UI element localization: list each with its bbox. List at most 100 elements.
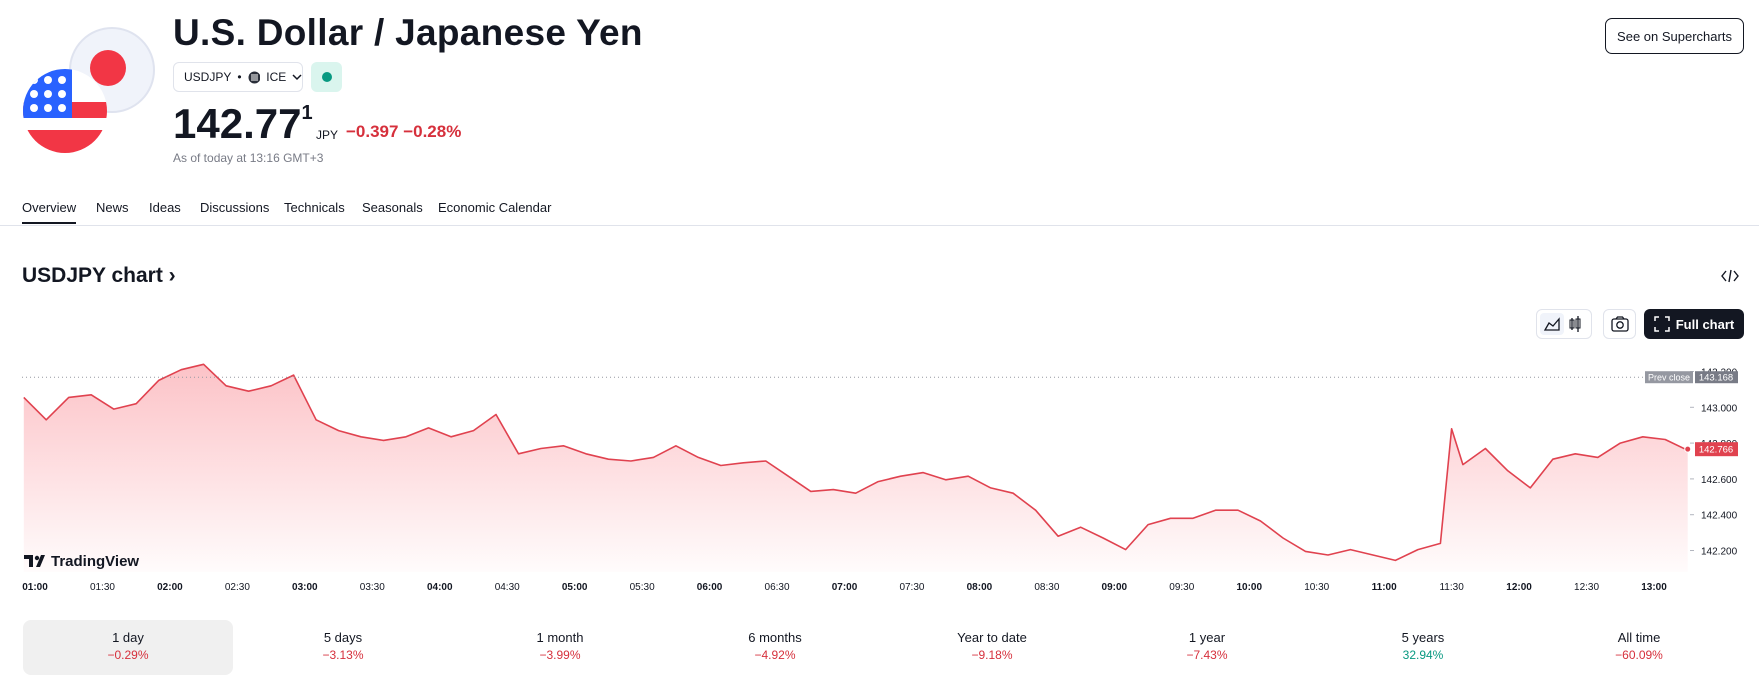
line-style[interactable] — [1540, 313, 1564, 335]
period-label: All time — [1617, 630, 1661, 645]
symbol-pill[interactable]: USDJPY • ICE — [173, 62, 303, 92]
exchange: ICE — [266, 70, 287, 84]
full-chart-button[interactable]: Full chart — [1644, 309, 1744, 339]
period-button[interactable]: 5 years 32.94% — [1318, 620, 1528, 675]
market-status[interactable] — [311, 62, 342, 92]
period-button[interactable]: All time −60.09% — [1534, 620, 1744, 675]
y-tick-label: 142.600 — [1701, 475, 1738, 486]
x-tick-label: 03:00 — [292, 582, 318, 593]
price-main: 142.77 — [173, 100, 302, 147]
nav-tab[interactable]: Discussions — [200, 200, 270, 215]
prev-close-tag-bg — [1645, 371, 1693, 384]
watermark-text: TradingView — [51, 553, 139, 570]
period-change: 32.94% — [1402, 648, 1444, 662]
x-tick-label: 09:30 — [1169, 582, 1194, 593]
area-fill — [23, 364, 1688, 572]
period-label: 1 day — [112, 630, 144, 645]
page-title: U.S. Dollar / Japanese Yen — [173, 12, 643, 53]
period-change: −60.09% — [1615, 648, 1663, 662]
prev-close-value: 143.168 — [1699, 373, 1733, 384]
chart-style-icons — [1540, 313, 1581, 335]
y-tick-label: 142.400 — [1701, 511, 1738, 522]
supercharts-button[interactable]: See on Supercharts — [1605, 18, 1744, 54]
x-tick-label: 07:00 — [832, 582, 858, 593]
x-tick-label: 12:00 — [1506, 582, 1532, 593]
last-price-tag: 142.766 — [1699, 445, 1733, 456]
x-tick-label: 05:00 — [562, 582, 588, 593]
as-of: As of today at 13:16 GMT+3 — [173, 151, 324, 165]
x-tick-label: 10:30 — [1304, 582, 1329, 593]
symbol: USDJPY — [184, 70, 232, 84]
period-button[interactable]: 1 year −7.43% — [1102, 620, 1312, 675]
nav-tab[interactable]: Seasonals — [362, 200, 423, 215]
period-label: Year to date — [957, 630, 1027, 645]
x-tick-label: 10:00 — [1236, 582, 1262, 593]
period-button[interactable]: 6 months −4.92% — [670, 620, 880, 675]
embed-icon[interactable] — [1721, 268, 1739, 284]
x-tick-label: 04:00 — [427, 582, 453, 593]
x-tick-label: 02:30 — [225, 582, 250, 593]
period-change: −0.29% — [107, 648, 149, 662]
x-tick-label: 03:30 — [360, 582, 385, 593]
nav-tab[interactable]: News — [96, 200, 129, 215]
x-tick-label: 08:00 — [967, 582, 993, 593]
x-tick-label: 11:30 — [1439, 582, 1464, 593]
fullscreen-icon — [1653, 316, 1670, 332]
x-tick-label: 02:00 — [157, 582, 183, 593]
nav-tab[interactable]: Overview — [22, 200, 77, 224]
symbol-logo — [23, 27, 155, 153]
last-price-dot — [1684, 445, 1692, 453]
y-tick-label: 142.200 — [1701, 547, 1738, 558]
x-tick-label: 07:30 — [899, 582, 924, 593]
prev-close-value-bg — [1695, 371, 1738, 384]
watermark-logo — [24, 555, 45, 567]
nav-tab[interactable]: Ideas — [149, 200, 181, 215]
separator: • — [237, 70, 242, 84]
full-chart-label: Full chart — [1675, 316, 1735, 332]
watermark-dot — [34, 555, 40, 561]
period-button[interactable]: 1 month −3.99% — [455, 620, 665, 675]
x-tick-label: 05:30 — [630, 582, 655, 593]
period-label: 6 months — [748, 630, 802, 645]
camera-icon — [1611, 316, 1629, 332]
period-label: 5 days — [323, 630, 363, 645]
x-tick-label: 08:30 — [1034, 582, 1059, 593]
x-tick-label: 09:00 — [1102, 582, 1128, 593]
x-tick-label: 11:00 — [1372, 582, 1397, 593]
price-extra: 1 — [301, 102, 313, 124]
period-change: −4.92% — [754, 648, 796, 662]
price-change: −0.397 −0.28% — [346, 122, 462, 141]
x-tick-label: 12:30 — [1574, 582, 1599, 593]
chart: 142.200142.400142.600142.800143.000143.2… — [22, 363, 1738, 593]
price: 142.771 — [173, 100, 313, 148]
period-change: −7.43% — [1186, 648, 1228, 662]
x-tick-label: 01:00 — [22, 582, 48, 593]
period-label: 1 month — [536, 630, 584, 645]
exchange-icon — [248, 71, 261, 83]
x-tick-label: 06:00 — [697, 582, 723, 593]
period-change: −9.18% — [971, 648, 1013, 662]
nav-tab[interactable]: Technicals — [284, 200, 345, 215]
x-tick-label: 01:30 — [90, 582, 115, 593]
chart-style-toggle — [1536, 309, 1592, 339]
currency: JPY — [316, 128, 339, 142]
chevron — [292, 74, 302, 81]
x-tick-label: 06:30 — [765, 582, 790, 593]
price-line — [23, 363, 1689, 562]
period-button[interactable]: 5 days −3.13% — [238, 620, 448, 675]
period-change: −3.99% — [539, 648, 581, 662]
last-price-tag-bg — [1695, 442, 1738, 457]
chart-title: USDJPY chart — [22, 264, 163, 287]
period-button[interactable]: 1 day −0.29% — [23, 620, 233, 675]
watermark: TradingView — [24, 553, 139, 570]
chart-heading[interactable]: USDJPY chart › — [22, 264, 176, 288]
period-change: −3.13% — [322, 648, 364, 662]
snapshot-button[interactable] — [1603, 309, 1636, 339]
x-tick-label: 13:00 — [1641, 582, 1667, 593]
period-label: 5 years — [1401, 630, 1445, 645]
tab-bar: Overview News Ideas Discussions Technicals Se… — [0, 198, 1759, 226]
period-button[interactable]: Year to date −9.18% — [887, 620, 1097, 675]
chevron: › — [162, 264, 176, 287]
nav-tab[interactable]: Economic Calendar — [438, 200, 552, 215]
